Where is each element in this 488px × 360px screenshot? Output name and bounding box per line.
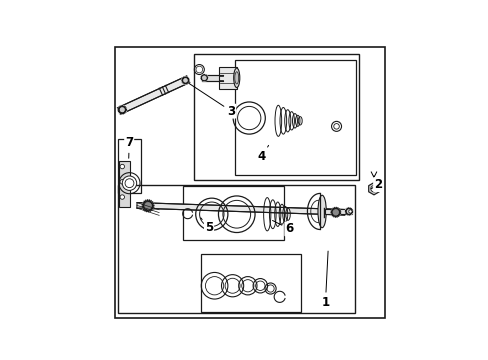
Text: 5: 5: [200, 218, 213, 234]
Text: 1: 1: [321, 251, 329, 309]
Bar: [117, 185, 354, 314]
Polygon shape: [181, 76, 189, 84]
Circle shape: [120, 180, 124, 184]
Bar: [117, 139, 141, 193]
Circle shape: [122, 176, 137, 190]
Polygon shape: [368, 183, 379, 195]
Bar: [119, 161, 130, 207]
Polygon shape: [118, 105, 126, 114]
Polygon shape: [117, 76, 189, 114]
Polygon shape: [142, 200, 154, 212]
Ellipse shape: [317, 195, 325, 228]
Circle shape: [120, 195, 124, 199]
Polygon shape: [137, 203, 344, 215]
Bar: [235, 60, 355, 175]
Ellipse shape: [234, 72, 238, 84]
Text: 4: 4: [257, 145, 268, 163]
Bar: [193, 54, 358, 180]
Circle shape: [120, 164, 124, 169]
Polygon shape: [202, 75, 223, 81]
Circle shape: [370, 185, 376, 192]
Text: 2: 2: [370, 178, 382, 191]
Polygon shape: [201, 74, 207, 81]
Bar: [200, 254, 300, 312]
Bar: [183, 186, 284, 240]
Ellipse shape: [233, 68, 239, 87]
Bar: [325, 209, 351, 214]
Text: 6: 6: [272, 220, 293, 235]
Text: 3: 3: [189, 84, 235, 118]
Polygon shape: [345, 208, 352, 215]
Polygon shape: [330, 207, 340, 217]
Circle shape: [348, 210, 351, 213]
Bar: [218, 67, 236, 89]
Text: 7: 7: [125, 136, 133, 158]
